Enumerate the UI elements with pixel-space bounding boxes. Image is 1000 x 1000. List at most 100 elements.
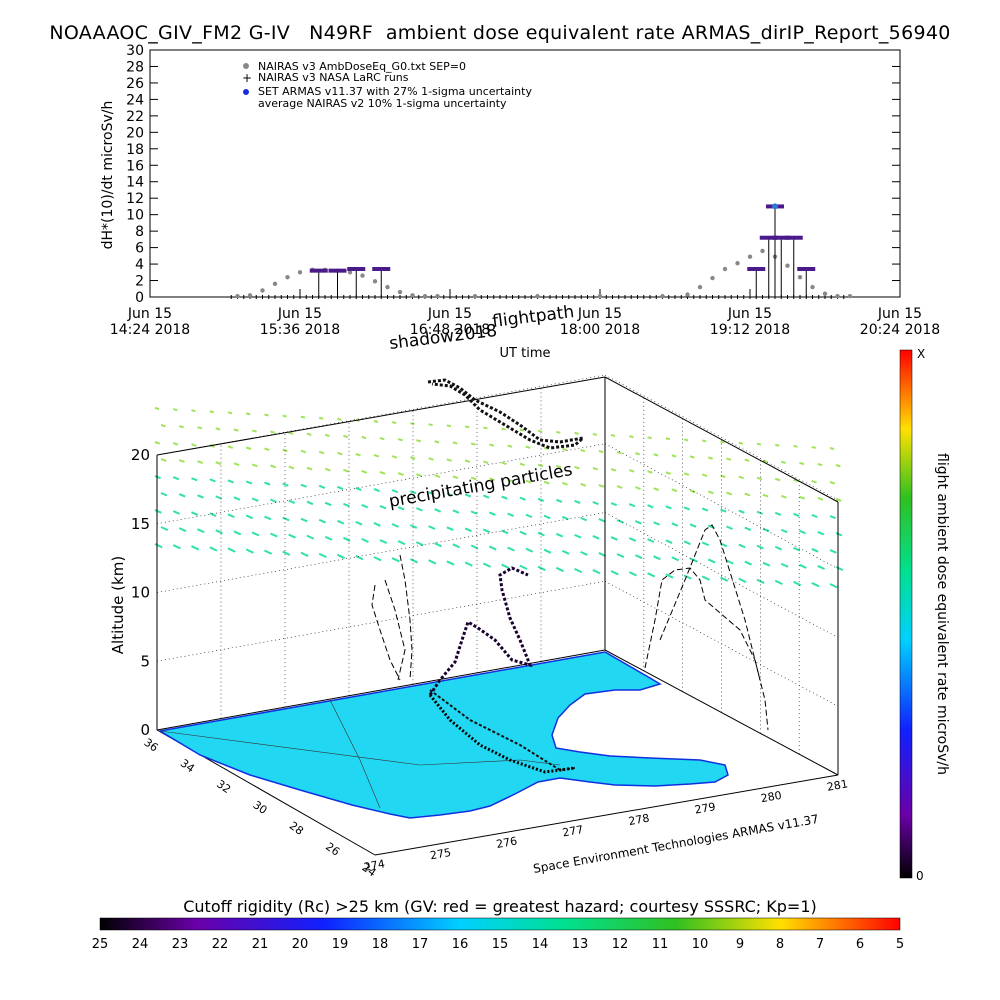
plus-marker — [373, 295, 377, 299]
particle-dash — [501, 427, 506, 431]
particle-dash — [410, 422, 415, 426]
cutoff-tick-label: 13 — [572, 937, 589, 952]
nairas-point — [435, 293, 440, 299]
particle-dash — [610, 502, 618, 507]
particle-dash — [580, 516, 587, 522]
particle-dash — [665, 437, 671, 441]
plus-marker — [716, 295, 721, 299]
armas-bar — [784, 235, 803, 240]
y-axis-label: dH*(10)/dt microSv/h — [100, 101, 116, 250]
particle-dash — [464, 425, 470, 429]
particle-dash — [391, 557, 400, 563]
particle-dash — [373, 420, 379, 423]
x-tick-label-date: Jun 15 — [427, 306, 472, 322]
particle-dash — [616, 451, 622, 455]
cutoff-tick-label: 23 — [172, 937, 189, 952]
particle-dash — [464, 561, 473, 567]
particle-dash — [288, 431, 294, 435]
plus-marker — [585, 295, 590, 299]
particle-dash — [561, 515, 569, 521]
particle-dash — [409, 558, 419, 564]
plus-marker — [554, 295, 559, 299]
particle-dash — [410, 456, 416, 460]
credit-label: Space Environment Technologies ARMAS v11… — [532, 812, 820, 876]
particle-dash — [446, 458, 453, 462]
y-tick-label: 30 — [126, 43, 144, 59]
particle-dash — [264, 481, 271, 486]
particle-dash — [282, 414, 287, 418]
armas-bar — [347, 267, 366, 272]
particle-dash — [501, 461, 507, 466]
particle-dash — [738, 543, 746, 549]
particle-dash — [525, 445, 531, 449]
particle-dash — [726, 559, 734, 565]
particle-dash — [355, 520, 363, 526]
particle-dash — [701, 473, 708, 477]
particle-dash — [501, 529, 509, 535]
particle-dash — [464, 527, 472, 533]
x-tick-label-time: 15:36 2018 — [260, 322, 340, 338]
particle-dash — [397, 438, 403, 442]
plus-marker — [541, 295, 546, 299]
nairas-point — [660, 293, 665, 299]
colorbar-gradient — [899, 349, 913, 879]
particle-dash — [337, 451, 343, 456]
plus-marker — [360, 295, 365, 299]
particle-dash — [708, 456, 713, 460]
particle-dash — [355, 486, 362, 492]
plus-marker — [391, 295, 396, 299]
plus-marker — [841, 295, 846, 299]
particle-dash — [470, 476, 477, 481]
particle-dash — [397, 540, 406, 546]
cutoff-tick-label: 22 — [212, 937, 229, 952]
particle-dash — [574, 465, 580, 470]
particle-dash — [774, 477, 781, 482]
particle-dash — [270, 464, 277, 469]
particle-dash — [337, 553, 346, 560]
particle-dash — [525, 547, 534, 553]
particle-dash — [428, 559, 437, 565]
particle-dash — [592, 466, 598, 471]
particle-dash — [738, 509, 745, 514]
particle-dash — [343, 434, 349, 439]
z-tick-label: 5 — [140, 652, 150, 670]
particle-dash — [793, 444, 798, 448]
x-tick-label-date: Jun 15 — [127, 306, 172, 322]
particle-dash — [574, 499, 581, 504]
x-tick-label-time: 16:48 2018 — [410, 322, 490, 338]
lon-tick-label: 278 — [627, 812, 650, 828]
nairas-point — [372, 279, 378, 284]
particle-dash — [689, 455, 695, 459]
particle-dash — [361, 435, 367, 440]
particle-dash — [610, 434, 616, 437]
particle-dash — [598, 449, 604, 454]
x-tick-label-time: 20:24 2018 — [860, 322, 940, 338]
particle-dash — [671, 454, 677, 458]
particle-dash — [324, 535, 333, 541]
colorbar-gradient — [99, 917, 901, 931]
particle-dash — [172, 510, 181, 515]
particle-dash — [245, 480, 253, 485]
particle-dash — [488, 511, 496, 516]
particle-dash — [628, 503, 636, 508]
particle-dash — [780, 460, 786, 465]
lat-tick-label: 26 — [323, 840, 342, 859]
particle-dash — [811, 479, 817, 484]
particle-dash — [629, 469, 635, 473]
particle-dash — [580, 550, 588, 556]
particle-dash — [324, 433, 330, 437]
plus-marker — [723, 295, 727, 299]
legend-entry: NAIRAS v3 AmbDoseEq_G0.txt SEP=0 — [258, 60, 466, 73]
nairas-point — [385, 284, 390, 290]
particle-dash — [300, 483, 307, 488]
particle-dash — [744, 492, 751, 497]
particle-dash — [489, 477, 495, 482]
plus-marker — [448, 295, 452, 299]
plus-marker — [654, 295, 659, 299]
particle-dash — [197, 426, 203, 430]
particle-dash — [671, 522, 679, 527]
colorbar-bottom-label: 0 — [916, 869, 924, 883]
plus-marker — [648, 295, 652, 299]
cutoff-tick-label: 8 — [776, 937, 784, 952]
